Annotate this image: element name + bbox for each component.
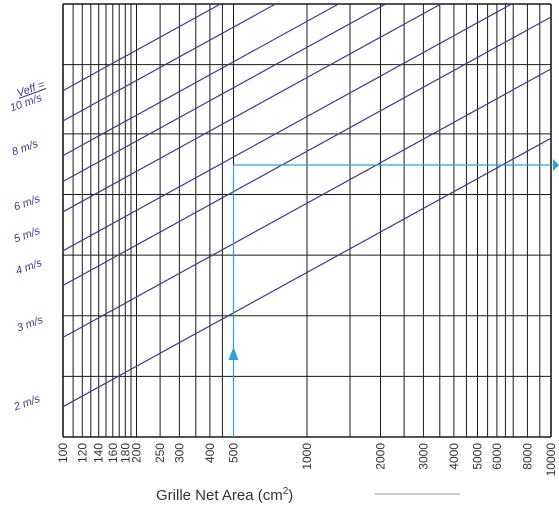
series-line-7 (62, 68, 552, 338)
x-tick-label: 160 (106, 443, 120, 463)
x-tick-label: 200 (130, 443, 144, 463)
series-line-8 (62, 137, 552, 408)
series-line-5 (62, 3, 512, 252)
x-tick-label: 300 (172, 443, 186, 463)
series-label: 6 m/s (12, 193, 42, 214)
x-axis-label: Grille Net Area (cm2) (156, 486, 293, 504)
series-label: 5 m/s (12, 225, 42, 246)
series-line-1 (62, 3, 276, 122)
x-tick-label: 3000 (416, 443, 430, 470)
example-path (228, 159, 559, 437)
x-tick-label: 400 (203, 443, 217, 463)
series-labels: Veff =10 m/s8 m/s6 m/s5 m/s4 m/s3 m/s2 m… (8, 78, 47, 413)
x-tick-label: 140 (92, 443, 106, 463)
x-tick-label: 500 (227, 443, 241, 463)
series-label: 4 m/s (14, 257, 44, 278)
x-tick-label: 8000 (520, 443, 534, 470)
x-tick-label: 100 (56, 443, 70, 463)
x-tick-label: 2000 (374, 443, 388, 470)
example-arrow-right (553, 159, 559, 171)
series-label: 8 m/s (10, 138, 40, 159)
x-tick-label: 6000 (490, 443, 504, 470)
series-line-0 (62, 3, 221, 92)
series-line-3 (62, 3, 386, 183)
x-tick-label: 250 (153, 443, 167, 463)
x-tick-label: 1000 (300, 443, 314, 470)
x-tick-label: 120 (75, 443, 89, 463)
x-tick-label: 4000 (447, 443, 461, 470)
series-line-2 (62, 3, 339, 157)
x-tick-label: 5000 (471, 443, 485, 470)
series-line-4 (62, 3, 442, 213)
x-tick-label: 10000 (544, 443, 558, 477)
series-label: 3 m/s (15, 314, 45, 335)
series-label: 2 m/s (11, 393, 42, 414)
x-axis-label-superscript: 2 (283, 486, 289, 497)
series-line-6 (62, 16, 552, 287)
series-lines (62, 3, 552, 408)
grid (62, 3, 552, 438)
example-arrow-up (228, 347, 239, 360)
x-tick-label: 180 (118, 443, 132, 463)
